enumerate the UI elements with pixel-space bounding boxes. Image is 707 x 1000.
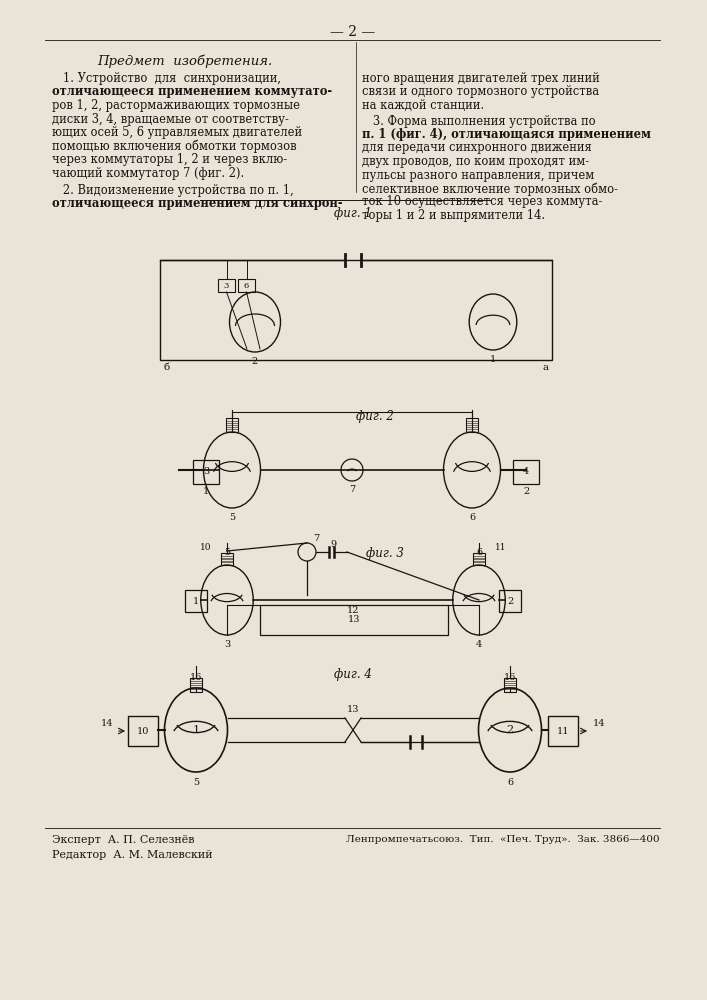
Text: помощью включения обмотки тормозов: помощью включения обмотки тормозов <box>52 139 297 153</box>
Text: через коммутаторы 1, 2 и через вклю-: через коммутаторы 1, 2 и через вклю- <box>52 153 287 166</box>
Text: связи и одного тормозного устройства: связи и одного тормозного устройства <box>362 86 599 99</box>
Text: торы 1 и 2 и выпрямители 14.: торы 1 и 2 и выпрямители 14. <box>362 209 545 222</box>
Text: 12: 12 <box>346 606 359 615</box>
Bar <box>466 418 478 432</box>
Text: 1: 1 <box>490 355 496 364</box>
Text: 2: 2 <box>523 487 529 496</box>
Text: 3: 3 <box>224 640 230 649</box>
Text: 6: 6 <box>469 513 475 522</box>
Text: 16: 16 <box>189 673 202 682</box>
Text: 1: 1 <box>192 725 199 735</box>
Text: селективное включение тормозных обмо-: селективное включение тормозных обмо- <box>362 182 618 196</box>
Text: отличающееся применением коммутато-: отличающееся применением коммутато- <box>52 86 332 99</box>
Text: 3: 3 <box>224 282 229 290</box>
Text: а: а <box>543 363 549 372</box>
Text: 6: 6 <box>476 548 482 557</box>
Text: 5: 5 <box>229 513 235 522</box>
Text: диски 3, 4, вращаемые от соответству-: диски 3, 4, вращаемые от соответству- <box>52 112 289 125</box>
Bar <box>190 678 202 692</box>
Text: 1. Устройство  для  синхронизации,: 1. Устройство для синхронизации, <box>52 72 281 85</box>
Text: 6: 6 <box>244 282 249 290</box>
Bar <box>160 260 552 360</box>
Text: отличающееся применением для синхрон-: отличающееся применением для синхрон- <box>52 198 343 211</box>
Bar <box>226 418 238 432</box>
Text: Предмет  изобретения.: Предмет изобретения. <box>98 55 273 68</box>
Text: 4: 4 <box>523 468 529 477</box>
Text: 4: 4 <box>476 640 482 649</box>
Text: ров 1, 2, растормаживающих тормозные: ров 1, 2, растормаживающих тормозные <box>52 99 300 112</box>
Text: ного вращения двигателей трех линий: ного вращения двигателей трех линий <box>362 72 600 85</box>
Text: — 2 —: — 2 — <box>330 25 375 39</box>
Bar <box>473 553 485 565</box>
Text: 5: 5 <box>224 548 230 557</box>
Text: на каждой станции.: на каждой станции. <box>362 99 484 112</box>
Text: ющих осей 5, 6 управляемых двигателей: ющих осей 5, 6 управляемых двигателей <box>52 126 302 139</box>
Text: п. 1 (фиг. 4), отличающаяся применением: п. 1 (фиг. 4), отличающаяся применением <box>362 128 651 141</box>
Text: 2: 2 <box>252 357 258 366</box>
Text: чающий коммутатор 7 (фиг. 2).: чающий коммутатор 7 (фиг. 2). <box>52 166 244 180</box>
Text: 13: 13 <box>346 705 359 714</box>
Bar <box>193 460 219 484</box>
Text: пульсы разного направления, причем: пульсы разного направления, причем <box>362 168 595 182</box>
Text: Редактор  А. М. Малевский: Редактор А. М. Малевский <box>52 850 213 860</box>
Text: 2. Видоизменение устройства по п. 1,: 2. Видоизменение устройства по п. 1, <box>52 184 293 197</box>
Text: Эксперт  А. П. Селезнёв: Эксперт А. П. Селезнёв <box>52 835 194 845</box>
Bar <box>128 716 158 746</box>
Text: 9: 9 <box>330 540 336 549</box>
Bar <box>504 678 516 692</box>
Text: для передачи синхронного движения: для передачи синхронного движения <box>362 141 592 154</box>
Text: фиг. 3: фиг. 3 <box>366 547 404 560</box>
Text: 14: 14 <box>100 719 113 728</box>
Text: Ленпромпечатьсоюз.  Тип.  «Печ. Труд».  Зак. 3866—400: Ленпромпечатьсоюз. Тип. «Печ. Труд». Зак… <box>346 835 660 844</box>
Text: 11: 11 <box>495 544 506 552</box>
Bar <box>548 716 578 746</box>
Bar <box>260 605 448 635</box>
Text: 14: 14 <box>593 719 605 728</box>
Text: 1: 1 <box>203 487 209 496</box>
Text: 5: 5 <box>193 778 199 787</box>
Text: ток 10 осуществляется через коммута-: ток 10 осуществляется через коммута- <box>362 196 602 209</box>
Text: двух проводов, по коим проходят им-: двух проводов, по коим проходят им- <box>362 155 589 168</box>
Bar <box>238 279 255 292</box>
Text: 10: 10 <box>199 544 211 552</box>
Text: фиг. 1: фиг. 1 <box>334 207 372 220</box>
Bar <box>499 590 521 612</box>
Bar <box>185 590 207 612</box>
Text: 7: 7 <box>349 485 355 494</box>
Text: 7: 7 <box>313 534 320 543</box>
Text: 10: 10 <box>137 726 149 736</box>
Bar <box>221 553 233 565</box>
Text: 16: 16 <box>504 673 516 682</box>
Text: 11: 11 <box>556 726 569 736</box>
Text: б: б <box>163 363 169 372</box>
Text: 1: 1 <box>193 596 199 605</box>
Text: 3. Форма выполнения устройства по: 3. Форма выполнения устройства по <box>362 114 595 127</box>
Text: фиг. 2: фиг. 2 <box>356 410 394 423</box>
Text: 2: 2 <box>507 596 513 605</box>
Text: фиг. 4: фиг. 4 <box>334 668 372 681</box>
Text: 2: 2 <box>506 725 513 735</box>
Bar <box>218 279 235 292</box>
Text: 13: 13 <box>348 615 361 624</box>
Bar <box>513 460 539 484</box>
Text: 3: 3 <box>203 468 209 477</box>
Text: 6: 6 <box>507 778 513 787</box>
